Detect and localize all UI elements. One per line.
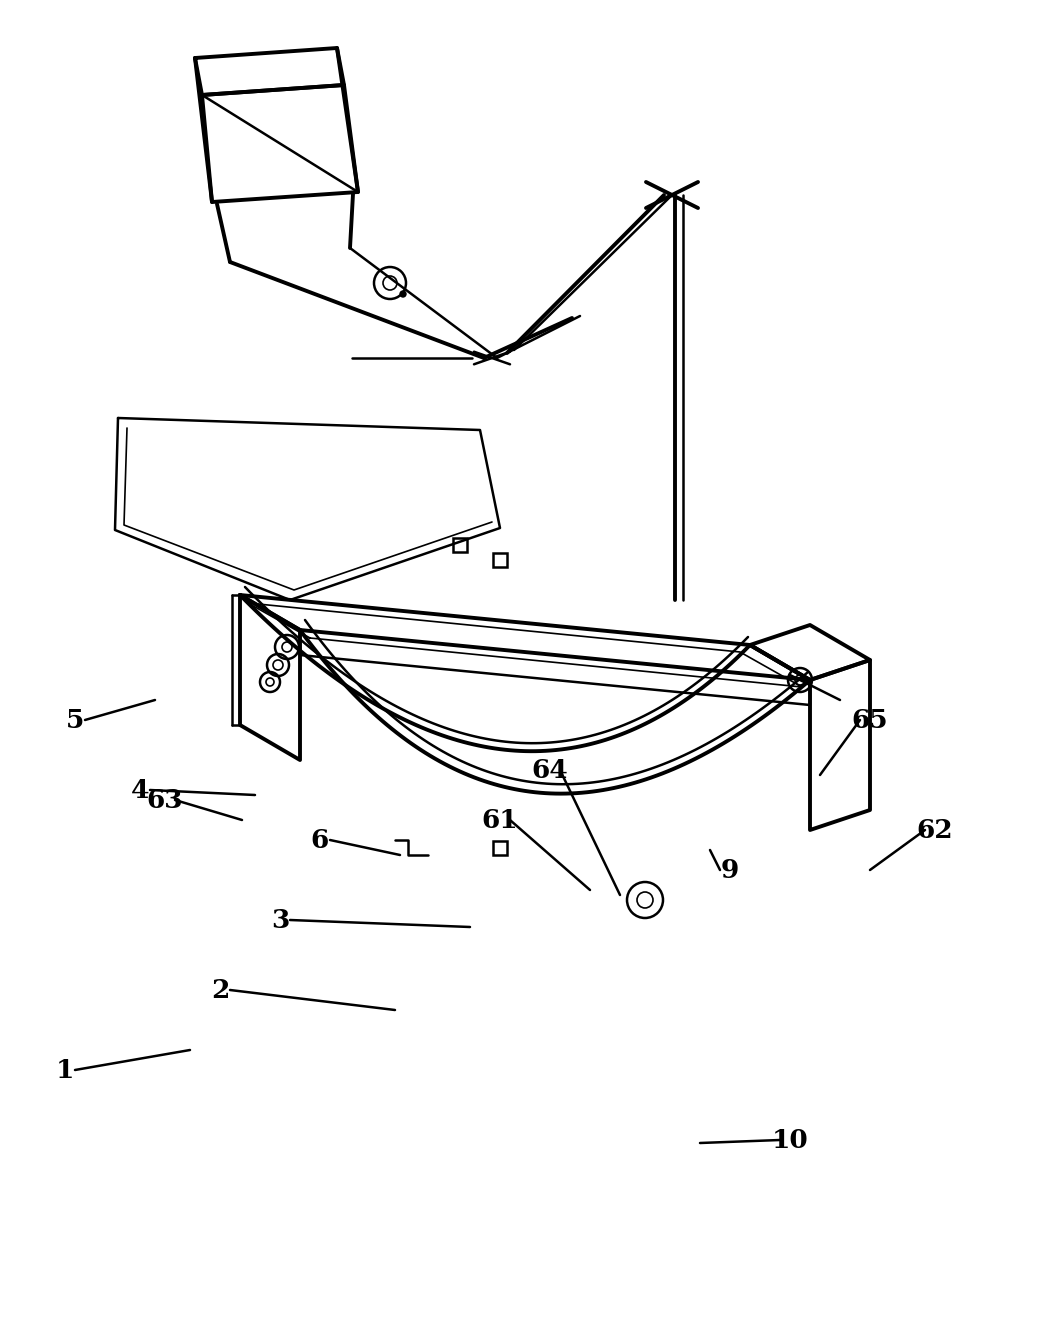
Bar: [453, 538, 467, 552]
Text: 65: 65: [852, 708, 888, 733]
Text: 5: 5: [66, 708, 84, 733]
Bar: [493, 841, 507, 855]
Bar: [493, 553, 507, 567]
Text: 6: 6: [311, 827, 329, 852]
Text: 10: 10: [771, 1128, 809, 1152]
Text: 4: 4: [131, 778, 149, 802]
Text: 64: 64: [532, 757, 568, 782]
Text: 62: 62: [917, 818, 954, 843]
Text: 9: 9: [720, 857, 739, 882]
Text: 3: 3: [271, 908, 289, 933]
Text: 2: 2: [211, 978, 229, 1003]
Text: 63: 63: [147, 787, 183, 812]
Text: 61: 61: [482, 807, 518, 832]
Text: 1: 1: [56, 1058, 74, 1082]
Circle shape: [400, 291, 406, 297]
